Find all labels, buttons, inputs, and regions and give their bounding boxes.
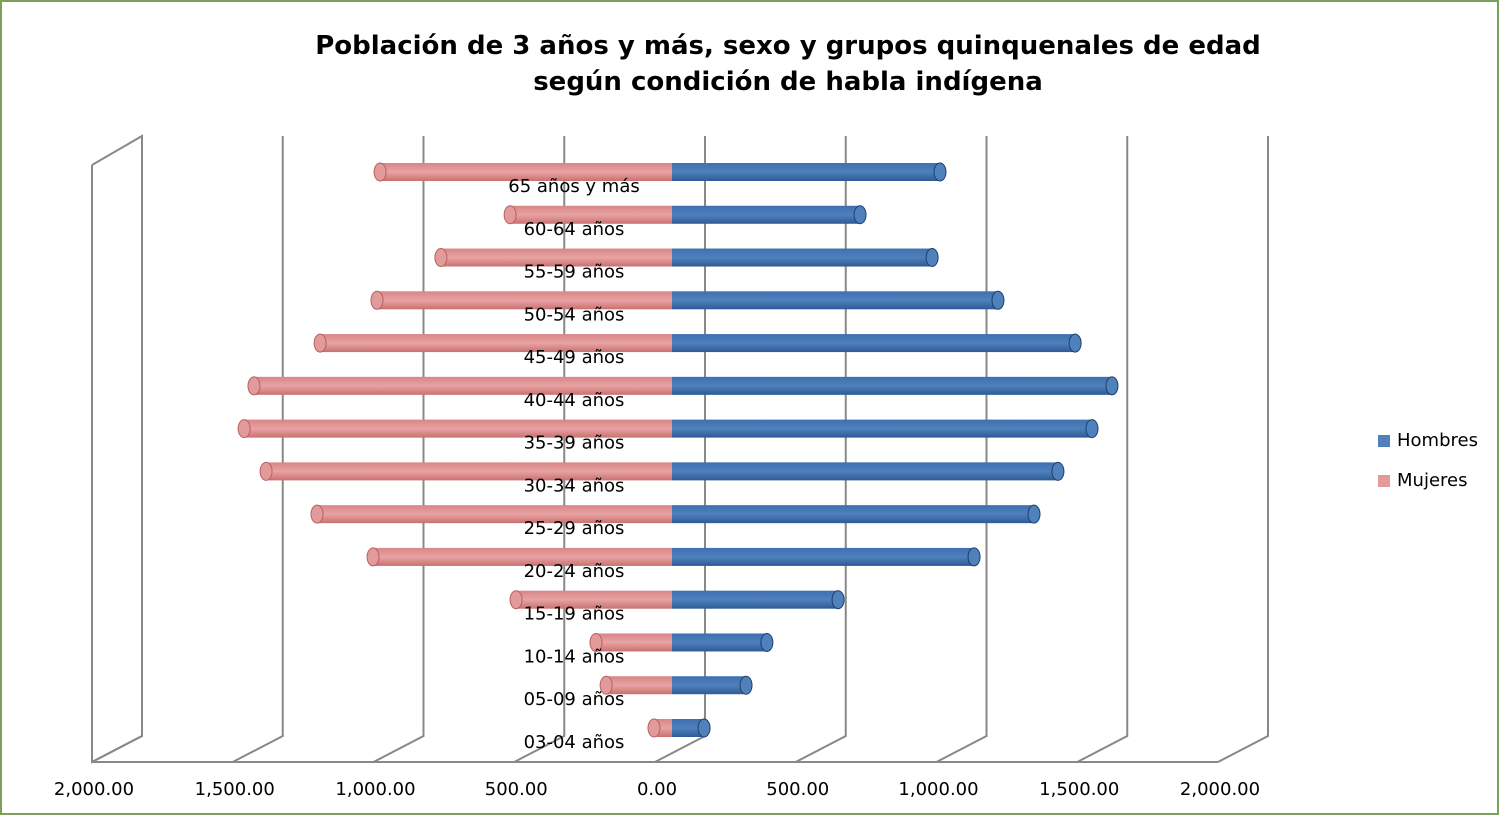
bar-cap [313, 333, 327, 353]
bar [672, 376, 1112, 395]
grid-line [1076, 136, 1129, 763]
bar-cap [831, 590, 845, 610]
bar [595, 633, 672, 652]
grid-line [1217, 136, 1269, 763]
bar-cap [509, 590, 523, 610]
x-tick-label: 1,000.00 [898, 779, 978, 800]
y-tick-label: 50-54 años [524, 304, 625, 325]
bar [672, 547, 975, 566]
wall [91, 134, 143, 764]
grid-line [91, 136, 143, 763]
legend-label: Hombres [1397, 430, 1478, 451]
bar-cap [967, 547, 981, 567]
y-tick-label: 05-09 años [524, 689, 625, 710]
y-tick-label: 60-64 años [524, 219, 625, 240]
bar-cap [853, 205, 867, 225]
grid-line [654, 136, 706, 763]
bar [266, 462, 672, 481]
bar-cap [370, 290, 384, 310]
y-tick-label: 03-04 años [524, 732, 625, 753]
bar-cap [1068, 333, 1082, 353]
bar-cap [697, 718, 711, 738]
bar-cap [991, 290, 1005, 310]
y-tick-label: 20-24 años [524, 561, 625, 582]
bar-cap [237, 419, 251, 439]
bar [380, 163, 672, 181]
legend-label: Mujeres [1397, 470, 1467, 491]
x-tick-label: 2,000.00 [54, 779, 134, 800]
x-tick-label: 500.00 [485, 779, 548, 800]
bar [672, 419, 1092, 438]
bar-cap [1105, 376, 1119, 396]
y-tick-label: 40-44 años [524, 390, 625, 411]
bar [672, 505, 1035, 524]
bar [672, 462, 1058, 481]
bar [606, 676, 672, 695]
bar-cap [259, 461, 273, 481]
y-tick-label: 35-39 años [524, 433, 625, 454]
bar-cap [310, 504, 324, 524]
bar [672, 676, 747, 695]
bar-cap [647, 718, 661, 738]
grid-line [373, 136, 425, 763]
y-tick-label: 65 años y más [508, 176, 640, 197]
y-tick-label: 55-59 años [524, 262, 625, 283]
bar [516, 590, 672, 609]
bar-cap [1027, 504, 1041, 524]
x-tick-label: 0.00 [637, 779, 677, 800]
grid-line [936, 136, 988, 763]
grid-line [232, 136, 284, 763]
bar [510, 205, 672, 224]
bar [373, 547, 672, 566]
x-tick-label: 1,000.00 [335, 779, 415, 800]
bar [376, 291, 672, 310]
bar-cap [589, 632, 603, 652]
bar [672, 334, 1076, 353]
bar [317, 505, 672, 524]
x-tick-label: 500.00 [766, 779, 829, 800]
y-tick-label: 10-14 años [524, 646, 625, 667]
bar [244, 419, 672, 438]
bar-cap [739, 675, 753, 695]
bar-cap [1085, 419, 1099, 439]
bar-cap [925, 248, 939, 268]
bar [672, 719, 705, 737]
bar-cap [434, 248, 448, 268]
y-tick-label: 45-49 años [524, 347, 625, 368]
bar [672, 291, 998, 310]
bar-cap [933, 162, 947, 182]
bar [440, 248, 672, 267]
legend-swatch [1378, 435, 1390, 447]
bar-cap [760, 632, 774, 652]
bar [320, 334, 672, 353]
grid-line [795, 136, 847, 763]
bar-cap [1051, 461, 1065, 481]
chart-title: Población de 3 años y más, sexo y grupos… [315, 31, 1261, 97]
y-tick-label: 25-29 años [524, 518, 625, 539]
legend-swatch [1378, 475, 1390, 487]
bar-cap [366, 547, 380, 567]
bar-cap [247, 376, 261, 396]
x-tick-label: 1,500.00 [195, 779, 275, 800]
bar [672, 248, 933, 267]
bar-cap [503, 205, 517, 225]
x-tick-label: 1,500.00 [1039, 779, 1119, 800]
y-tick-label: 30-34 años [524, 475, 625, 496]
x-tick-label: 2,000.00 [1180, 779, 1260, 800]
bar [672, 163, 940, 181]
bar [672, 633, 767, 652]
y-tick-label: 15-19 años [524, 604, 625, 625]
bar-cap [599, 675, 613, 695]
bar-cap [373, 162, 387, 182]
bar [672, 590, 839, 609]
bar [253, 376, 672, 395]
bar [672, 205, 861, 224]
